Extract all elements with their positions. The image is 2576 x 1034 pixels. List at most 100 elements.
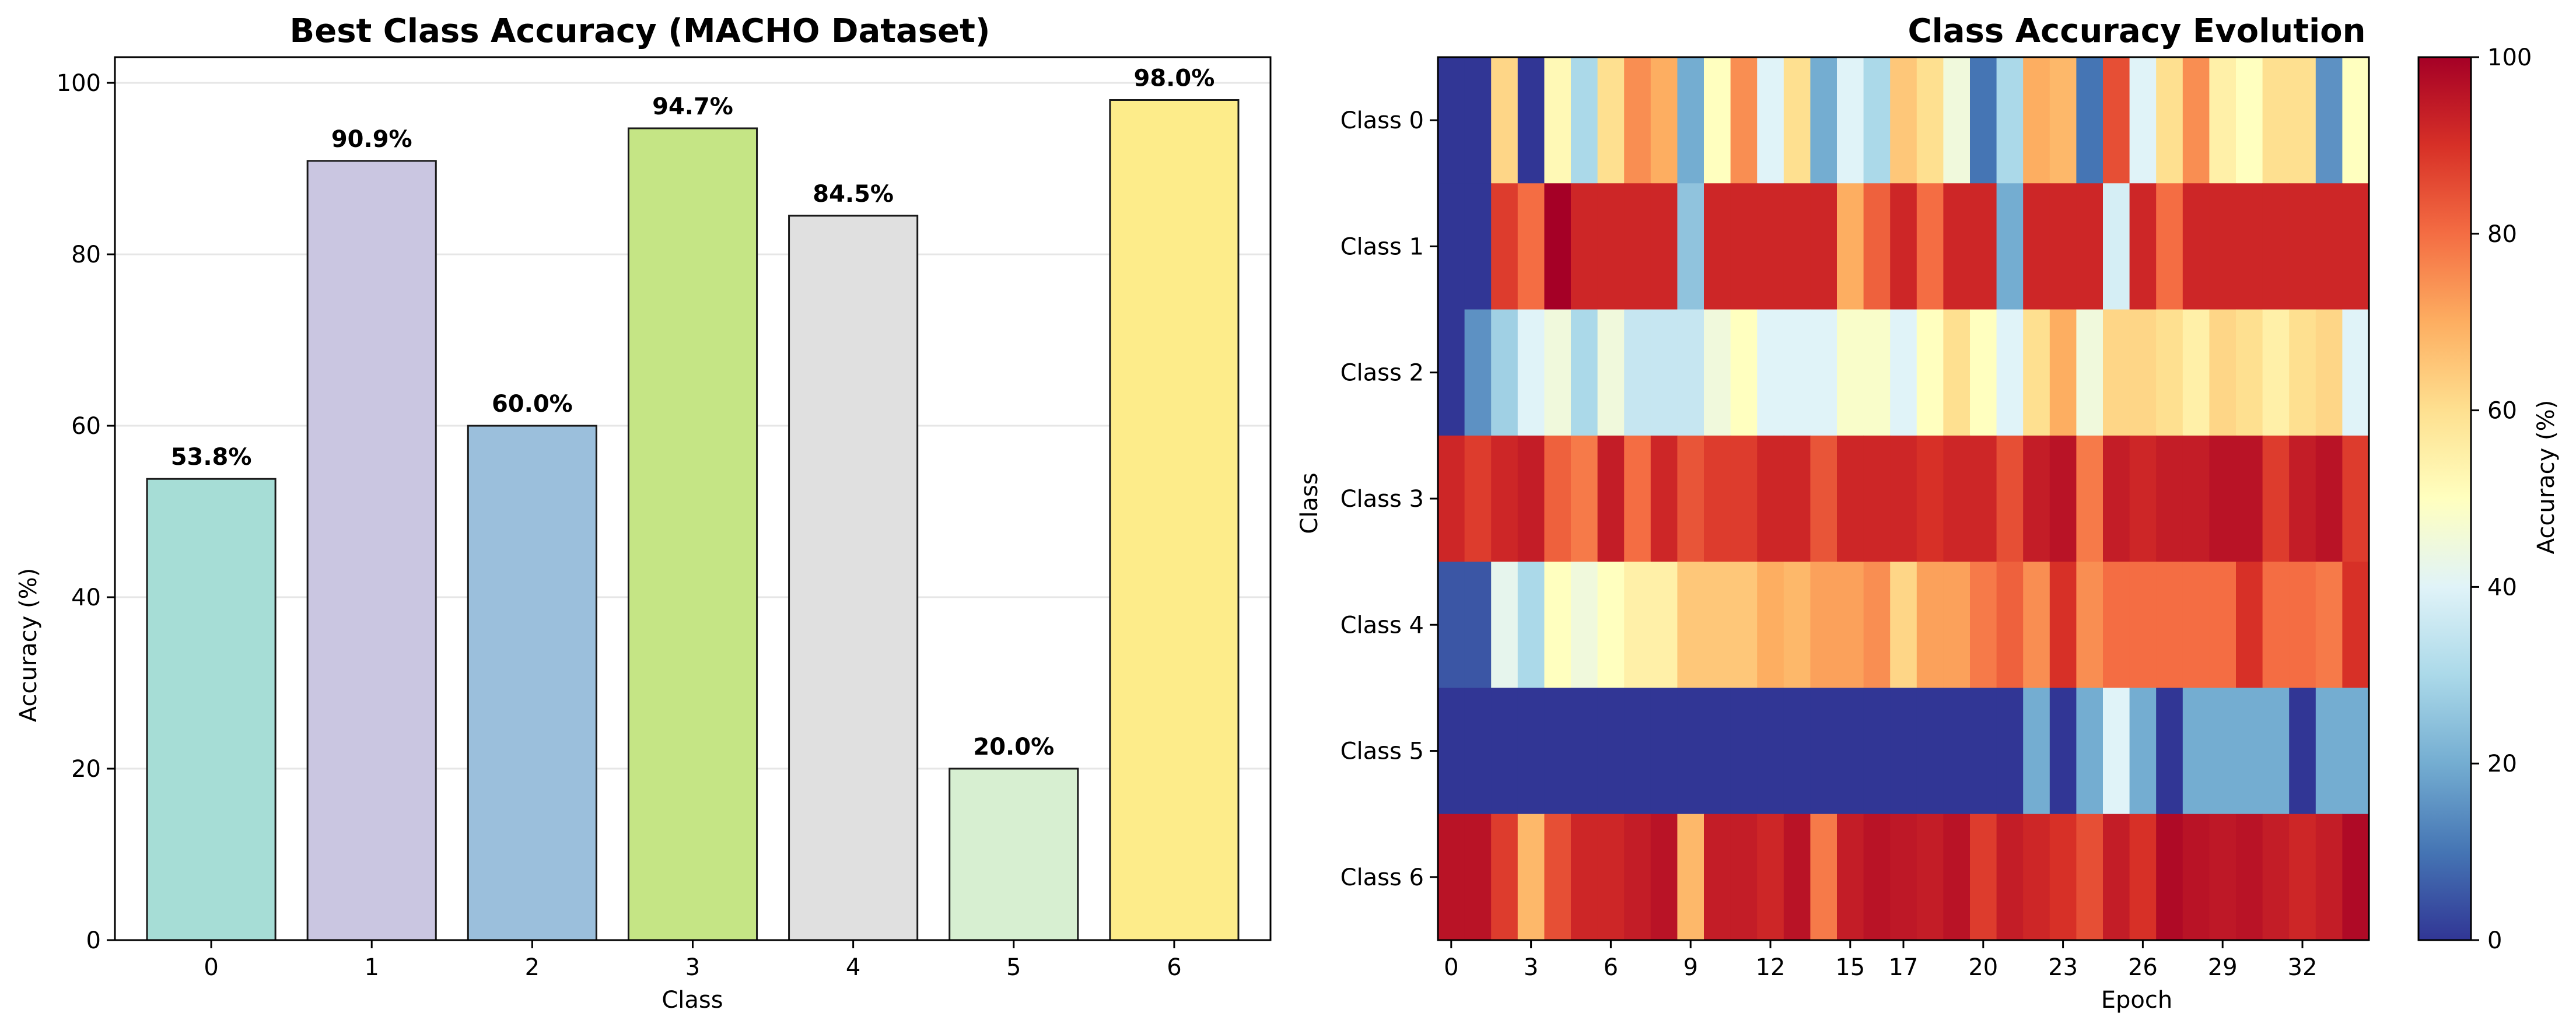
heatmap-cell (1970, 688, 1997, 815)
heatmap-cell (1677, 183, 1704, 310)
colorbar-tick-label: 20 (2487, 751, 2517, 777)
heatmap-cell (2182, 688, 2210, 815)
heatmap-cell (2289, 435, 2316, 562)
heatmap-cell (1810, 435, 1838, 562)
heatmap-cell (1970, 183, 1997, 310)
heatmap-cell (2315, 688, 2343, 815)
heatmap-cell (2156, 814, 2183, 941)
heatmap-cell (1517, 435, 1545, 562)
heatmap-cell (1464, 309, 1492, 436)
heatmap-cell (1783, 183, 1811, 310)
bar-value-label: 98.0% (1134, 65, 1215, 92)
heatmap-cell (2342, 688, 2370, 815)
heatmap-cell (1438, 814, 1465, 941)
heatmap-cell (2129, 562, 2157, 689)
heatmap-cell (2289, 814, 2316, 941)
heatmap-cell (1916, 562, 1944, 689)
bar-chart-y-ticks: 0 20 40 60 80 100 (57, 70, 115, 954)
heatmap-cell (2129, 435, 2157, 562)
heatmap-cell (1996, 562, 2024, 689)
colorbar-tick-label: 60 (2487, 398, 2517, 425)
heatmap-cell (1650, 57, 1678, 184)
heatmap-cell (1571, 562, 1598, 689)
heatmap-cell (1916, 435, 1944, 562)
heatmap-cell (1996, 688, 2024, 815)
heatmap-cell (1677, 57, 1704, 184)
heatmap-cell (1970, 57, 1997, 184)
colorbar-ticks: 0 20 40 60 80 100 (2471, 44, 2532, 954)
heatmap-y-tick-label: Class 3 (1340, 486, 1424, 513)
heatmap-cell (2262, 57, 2290, 184)
heatmap-cell (1996, 309, 2024, 436)
heatmap-cell (1943, 183, 1971, 310)
heatmap-cell (2262, 814, 2290, 941)
heatmap-cell (1783, 814, 1811, 941)
heatmap-cell (2182, 814, 2210, 941)
colorbar-gradient (2417, 56, 2472, 941)
heatmap-cell (1810, 562, 1838, 689)
heatmap-cell (2236, 57, 2263, 184)
heatmap-cell (2103, 183, 2130, 310)
colorbar-tick-label: 40 (2487, 574, 2517, 601)
bar-class-3 (627, 127, 758, 941)
heatmap-cell (1916, 57, 1944, 184)
bar-chart-x-tick-label: 3 (685, 954, 700, 981)
bar-chart-x-axis-label: Class (662, 987, 723, 1014)
heatmap-cell (2315, 309, 2343, 436)
bar-value-label: 94.7% (652, 93, 733, 120)
heatmap-x-axis-label: Epoch (2101, 987, 2172, 1014)
heatmap-cell (2023, 435, 2050, 562)
heatmap-cell (1730, 309, 1758, 436)
heatmap-cell (2236, 435, 2263, 562)
heatmap-cell (2182, 435, 2210, 562)
heatmap-cell (2315, 183, 2343, 310)
heatmap-cell (1650, 688, 1678, 815)
heatmap-cell (1730, 562, 1758, 689)
heatmap-cell (2289, 688, 2316, 815)
heatmap-cell (1916, 309, 1944, 436)
heatmap-cell (1597, 309, 1625, 436)
heatmap-cell (1943, 688, 1971, 815)
heatmap-cell (1704, 435, 1731, 562)
bar-chart-y-tick-label: 100 (57, 70, 101, 97)
heatmap-y-tick-label: Class 5 (1340, 738, 1424, 765)
heatmap-cell (1517, 814, 1545, 941)
heatmap-cell (2103, 57, 2130, 184)
heatmap-cell (2023, 309, 2050, 436)
heatmap-cell (1943, 57, 1971, 184)
heatmap-cell (2236, 562, 2263, 689)
heatmap-cell (1837, 57, 1864, 184)
heatmap-cell (1890, 183, 1917, 310)
heatmap-cell (1571, 57, 1598, 184)
heatmap-cell (2049, 309, 2077, 436)
bar-value-label: 90.9% (331, 126, 412, 153)
bar-class-5 (949, 767, 1079, 941)
heatmap-cell (1438, 309, 1465, 436)
bar-chart-y-axis-label: Accuracy (%) (15, 568, 42, 723)
heatmap-cell (1571, 183, 1598, 310)
heatmap-cell (1810, 183, 1838, 310)
heatmap-cell (1517, 309, 1545, 436)
bar-value-label: 20.0% (973, 734, 1054, 760)
heatmap-cell (2129, 814, 2157, 941)
heatmap-cell (2049, 814, 2077, 941)
heatmap-cell (1943, 562, 1971, 689)
heatmap-cell (2342, 309, 2370, 436)
heatmap-x-tick-label: 0 (1444, 954, 1458, 981)
heatmap-cell (1597, 183, 1625, 310)
heatmap-cell (2342, 57, 2370, 184)
bar-chart-x-tick-label: 2 (525, 954, 540, 981)
heatmap-cell (1943, 814, 1971, 941)
heatmap-cell (1464, 183, 1492, 310)
heatmap-cell (1438, 57, 1465, 184)
heatmap-cell (1970, 435, 1997, 562)
heatmap-cell (2209, 309, 2236, 436)
colorbar-label: Accuracy (%) (2533, 400, 2560, 555)
heatmap-cell (1491, 562, 1518, 689)
heatmap-cell (2156, 562, 2183, 689)
heatmap-cell (2103, 309, 2130, 436)
heatmap-cell (1837, 562, 1864, 689)
colorbar-tick-label: 100 (2487, 44, 2532, 71)
